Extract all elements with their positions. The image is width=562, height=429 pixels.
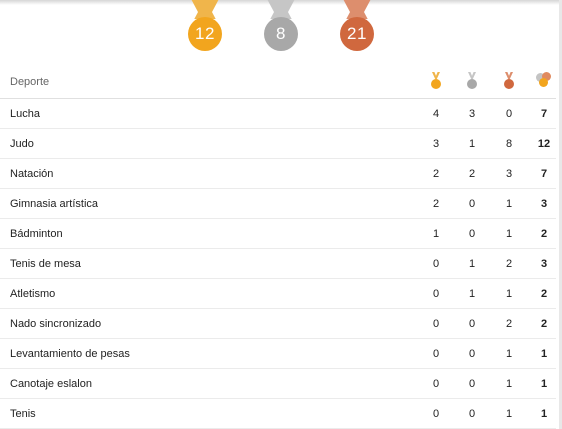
bronze-count-cell: 1 [505, 378, 513, 390]
bronze-count-cell: 1 [505, 288, 513, 300]
sport-name: Atletismo [10, 288, 56, 300]
total-count-cell: 1 [540, 378, 548, 390]
table-row[interactable]: Natación 2 2 3 7 [0, 159, 556, 189]
sport-name: Natación [10, 168, 54, 180]
total-count-cell: 7 [540, 168, 548, 180]
total-count-cell: 1 [540, 348, 548, 360]
sport-name: Canotaje eslalon [10, 378, 92, 390]
silver-count-cell: 0 [468, 408, 476, 420]
sport-column-header: Deporte [10, 76, 50, 88]
total-count-cell: 3 [540, 198, 548, 210]
gold-count-cell: 2 [432, 168, 440, 180]
bronze-count: 21 [340, 17, 374, 51]
silver-medal-icon [466, 72, 478, 90]
silver-medal-summary: 8 [264, 0, 298, 53]
table-row[interactable]: Atletismo 0 1 1 2 [0, 279, 556, 309]
silver-count: 8 [264, 17, 298, 51]
table-row[interactable]: Levantamiento de pesas 0 0 1 1 [0, 339, 556, 369]
sport-name: Gimnasia artística [10, 198, 99, 210]
total-count-cell: 3 [540, 258, 548, 270]
table-row[interactable]: Judo 3 1 8 12 [0, 129, 556, 159]
gold-count: 12 [188, 17, 222, 51]
sport-name: Levantamiento de pesas [10, 348, 130, 360]
gold-count-cell: 0 [432, 288, 440, 300]
gold-count-cell: 4 [432, 108, 440, 120]
table-row[interactable]: Canotaje eslalon 0 0 1 1 [0, 369, 556, 399]
silver-count-cell: 0 [468, 198, 476, 210]
bronze-count-cell: 1 [505, 228, 513, 240]
table-row[interactable]: Tenis de mesa 0 1 2 3 [0, 249, 556, 279]
silver-count-cell: 0 [468, 378, 476, 390]
silver-count-cell: 1 [468, 258, 476, 270]
table-row[interactable]: Nado sincronizado 0 0 2 2 [0, 309, 556, 339]
sport-name: Lucha [10, 108, 40, 120]
total-medals-icon [536, 72, 554, 88]
gold-count-cell: 2 [432, 198, 440, 210]
bronze-count-cell: 1 [505, 348, 513, 360]
silver-count-cell: 1 [468, 288, 476, 300]
total-count-cell: 2 [540, 318, 548, 330]
table-row[interactable]: Gimnasia artística 2 0 1 3 [0, 189, 556, 219]
bronze-count-cell: 2 [505, 318, 513, 330]
bronze-count-cell: 1 [505, 198, 513, 210]
gold-count-cell: 0 [432, 408, 440, 420]
gold-count-cell: 1 [432, 228, 440, 240]
sport-name: Judo [10, 138, 34, 150]
sport-name: Nado sincronizado [10, 318, 102, 330]
bronze-count-cell: 2 [505, 258, 513, 270]
table-row[interactable]: Bádminton 1 0 1 2 [0, 219, 556, 249]
bronze-medal-summary: 21 [340, 0, 374, 53]
silver-count-cell: 3 [468, 108, 476, 120]
gold-count-cell: 0 [432, 348, 440, 360]
total-count-cell: 2 [540, 288, 548, 300]
total-count-cell: 12 [537, 138, 551, 150]
bronze-count-cell: 8 [505, 138, 513, 150]
total-count-cell: 1 [540, 408, 548, 420]
gold-count-cell: 0 [432, 318, 440, 330]
silver-count-cell: 0 [468, 228, 476, 240]
silver-count-cell: 0 [468, 318, 476, 330]
silver-count-cell: 2 [468, 168, 476, 180]
scrollbar-edge [559, 0, 562, 429]
total-count-cell: 7 [540, 108, 548, 120]
sport-name: Bádminton [10, 228, 63, 240]
silver-count-cell: 1 [468, 138, 476, 150]
gold-medal-icon [430, 72, 442, 90]
bronze-count-cell: 3 [505, 168, 513, 180]
gold-count-cell: 0 [432, 378, 440, 390]
gold-medal-summary: 12 [188, 0, 222, 53]
bronze-count-cell: 1 [505, 408, 513, 420]
silver-count-cell: 0 [468, 348, 476, 360]
bronze-medal-icon [503, 72, 515, 90]
table-header: Deporte [0, 66, 556, 99]
gold-count-cell: 0 [432, 258, 440, 270]
table-row[interactable]: Tenis 0 0 1 1 [0, 399, 556, 429]
sport-name: Tenis [10, 408, 36, 420]
gold-count-cell: 3 [432, 138, 440, 150]
table-row[interactable]: Lucha 4 3 0 7 [0, 99, 556, 129]
total-count-cell: 2 [540, 228, 548, 240]
bronze-count-cell: 0 [505, 108, 513, 120]
sport-name: Tenis de mesa [10, 258, 81, 270]
